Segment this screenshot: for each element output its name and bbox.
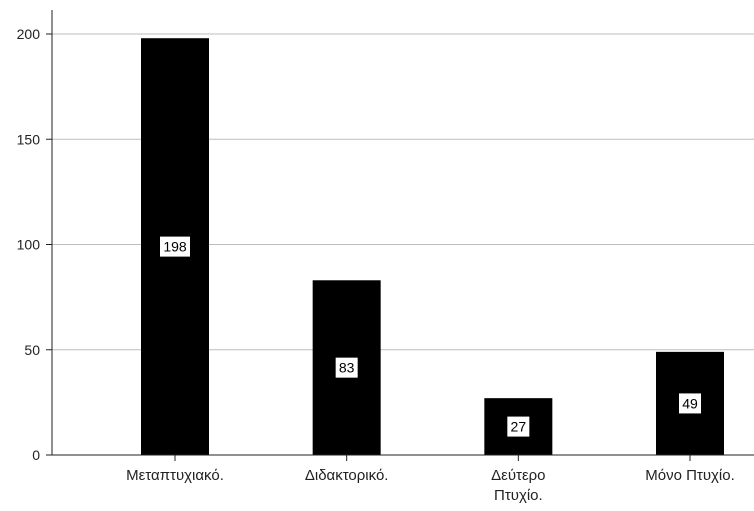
data-label: 27: [511, 419, 527, 435]
y-tick-label: 200: [17, 26, 41, 42]
x-category-label: Πτυχίο.: [494, 487, 543, 504]
y-tick-label: 0: [32, 447, 40, 463]
x-category-label: Δεύτερο: [491, 467, 545, 484]
x-category-label: Μόνο Πτυχίο.: [645, 467, 735, 484]
data-label: 83: [339, 360, 355, 376]
axes: 0 50 100 150 200 Μεταπτυχιακό. Διδακτορικό. Δεύ…: [17, 10, 754, 504]
data-label: 49: [682, 395, 698, 411]
data-label-box: [160, 236, 190, 257]
y-tick-label: 50: [24, 342, 40, 358]
data-label-box: [335, 357, 358, 378]
x-category-label: Διδακτορικό.: [305, 467, 389, 484]
data-label-box: [507, 416, 530, 437]
data-label-box: [679, 393, 701, 414]
data-label: 198: [163, 239, 187, 255]
data-labels: 198 83 27 49: [160, 236, 701, 437]
bars: [141, 38, 724, 456]
y-tick-label: 150: [17, 131, 41, 147]
y-tick-label: 100: [17, 237, 41, 253]
x-category-label: Μεταπτυχιακό.: [126, 467, 224, 484]
